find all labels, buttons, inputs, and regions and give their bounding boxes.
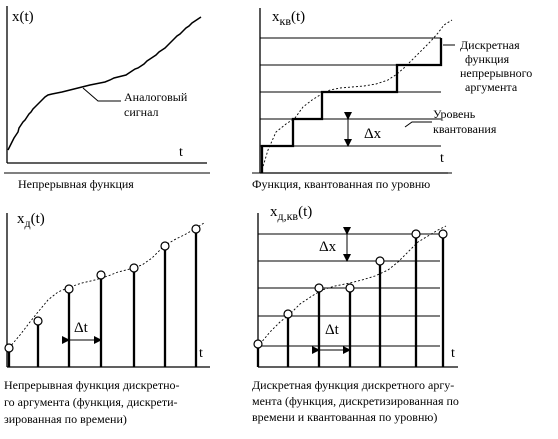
caption: Непрерывная функция bbox=[18, 177, 134, 191]
t-axis-label: t bbox=[199, 346, 203, 361]
sample-points bbox=[4, 224, 201, 353]
analog-signal-curve bbox=[7, 16, 202, 151]
panel-time-discrete-quantized: xд,кв(t) t Δx Δt Дискретная функция диск… bbox=[252, 204, 459, 424]
panel-time-discrete: xд(t) t Δt Непрерывная функция дискретно… bbox=[4, 211, 210, 426]
caption-line-3: времени и квантованная по уровню) bbox=[252, 410, 437, 424]
y-axis-label: xкв(t) bbox=[272, 9, 305, 28]
panel-continuous: x(t) t Аналоговый сигнал Непрерывная фун… bbox=[4, 6, 210, 191]
delta-x-label: Δx bbox=[364, 126, 382, 142]
caption: Функция, квантованная по уровню bbox=[252, 177, 430, 191]
sample-stems bbox=[7, 229, 198, 367]
analog-signal-dashed bbox=[261, 19, 453, 171]
sample-stems bbox=[256, 234, 445, 367]
y-axis-label: xд(t) bbox=[17, 211, 45, 230]
annotation-top-2: функция bbox=[465, 52, 510, 66]
delta-x-label: Δx bbox=[319, 239, 337, 255]
annotation-top-4: аргумента bbox=[465, 80, 518, 94]
caption-line-1: Дискретная функция дискретного аргу- bbox=[252, 378, 454, 392]
delta-t-label: Δt bbox=[325, 322, 340, 338]
t-axis-label: t bbox=[179, 145, 183, 160]
caption-line-2: го аргумента (функция, дискрети- bbox=[4, 395, 178, 409]
sample-points bbox=[253, 229, 448, 349]
annotation-line-1: Аналоговый bbox=[124, 90, 188, 104]
y-axis-label: x(t) bbox=[12, 9, 34, 25]
quantized-staircase bbox=[260, 38, 443, 173]
annotation-leader bbox=[82, 87, 121, 102]
annotation-top-3: непрерывного bbox=[460, 66, 532, 80]
annotation-line-2: сигнал bbox=[124, 105, 159, 119]
annotation-bottom-2: квантования bbox=[433, 122, 497, 136]
annotation-top-1: Дискретная bbox=[460, 38, 520, 52]
delta-t-label: Δt bbox=[74, 320, 89, 336]
annotation-leader-bottom bbox=[404, 121, 432, 128]
t-axis-label: t bbox=[440, 151, 444, 166]
panel-quantized-level: xкв(t) t Δx Дискретная функция непрерывн… bbox=[252, 8, 532, 191]
caption-line-1: Непрерывная функция дискретно- bbox=[4, 378, 180, 392]
caption-line-2: мента (функция, дискретизированная по bbox=[252, 394, 459, 408]
y-axis-label: xд,кв(t) bbox=[270, 204, 312, 223]
caption-line-3: зированная по времени) bbox=[4, 412, 127, 426]
annotation-bottom-1: Уровень bbox=[433, 107, 476, 121]
t-axis-label: t bbox=[451, 346, 455, 361]
